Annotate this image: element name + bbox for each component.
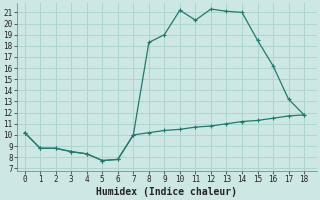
- X-axis label: Humidex (Indice chaleur): Humidex (Indice chaleur): [96, 186, 237, 197]
